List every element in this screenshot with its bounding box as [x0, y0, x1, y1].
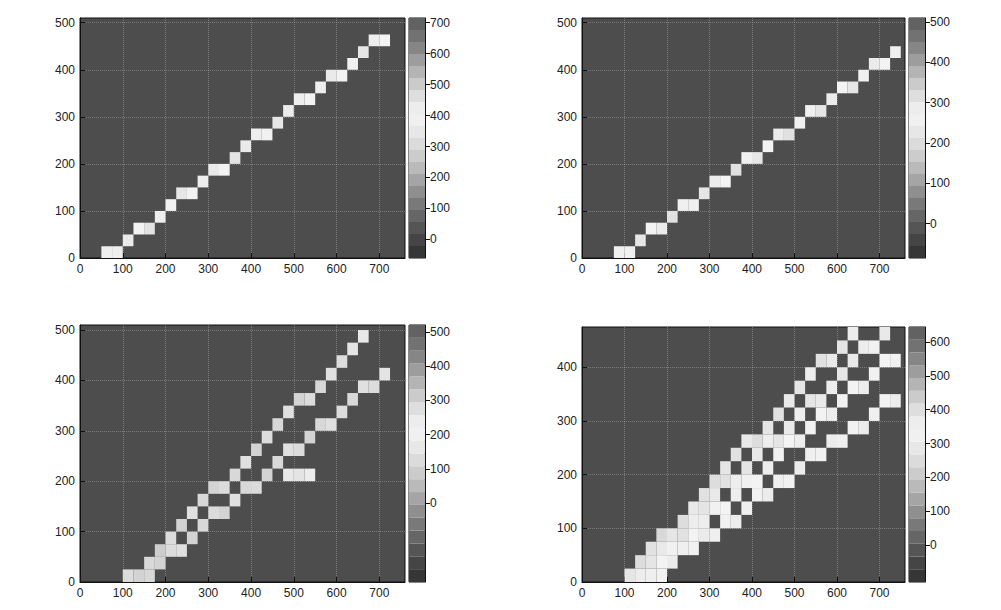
svg-text:400: 400	[557, 360, 577, 374]
svg-text:500: 500	[284, 586, 304, 600]
svg-text:400: 400	[241, 586, 261, 600]
svg-text:300: 300	[55, 110, 75, 124]
svg-text:100: 100	[557, 204, 577, 218]
svg-text:600: 600	[827, 586, 847, 600]
svg-text:500: 500	[430, 78, 450, 92]
svg-text:0: 0	[77, 262, 84, 276]
svg-text:500: 500	[784, 586, 804, 600]
svg-text:300: 300	[930, 437, 950, 451]
svg-text:400: 400	[430, 359, 450, 373]
svg-text:400: 400	[930, 403, 950, 417]
svg-text:200: 200	[557, 157, 577, 171]
svg-text:300: 300	[557, 110, 577, 124]
svg-text:500: 500	[55, 323, 75, 337]
svg-text:400: 400	[430, 109, 450, 123]
svg-text:100: 100	[930, 504, 950, 518]
svg-text:200: 200	[156, 586, 176, 600]
svg-text:600: 600	[327, 262, 347, 276]
svg-text:100: 100	[557, 521, 577, 535]
svg-text:500: 500	[784, 262, 804, 276]
svg-text:300: 300	[557, 414, 577, 428]
svg-text:100: 100	[113, 262, 133, 276]
svg-text:0: 0	[579, 262, 586, 276]
svg-text:100: 100	[614, 586, 634, 600]
svg-text:300: 300	[198, 586, 218, 600]
svg-text:300: 300	[198, 262, 218, 276]
svg-text:700: 700	[369, 586, 389, 600]
svg-text:500: 500	[284, 262, 304, 276]
svg-text:300: 300	[55, 424, 75, 438]
svg-text:100: 100	[430, 201, 450, 215]
svg-text:100: 100	[930, 176, 950, 190]
svg-text:0: 0	[68, 575, 75, 589]
svg-text:400: 400	[55, 373, 75, 387]
svg-text:100: 100	[430, 462, 450, 476]
svg-text:600: 600	[930, 335, 950, 349]
svg-text:300: 300	[430, 140, 450, 154]
svg-text:500: 500	[930, 15, 950, 29]
svg-text:100: 100	[55, 204, 75, 218]
svg-text:400: 400	[557, 63, 577, 77]
svg-text:0: 0	[68, 251, 75, 265]
svg-text:600: 600	[430, 47, 450, 61]
svg-text:700: 700	[430, 16, 450, 30]
svg-text:0: 0	[570, 251, 577, 265]
svg-text:500: 500	[557, 16, 577, 30]
svg-text:200: 200	[557, 468, 577, 482]
svg-text:400: 400	[241, 262, 261, 276]
svg-text:0: 0	[930, 538, 937, 552]
svg-text:200: 200	[55, 157, 75, 171]
svg-text:0: 0	[77, 586, 84, 600]
svg-text:200: 200	[430, 428, 450, 442]
svg-text:200: 200	[55, 474, 75, 488]
svg-text:0: 0	[930, 217, 937, 231]
svg-text:400: 400	[55, 63, 75, 77]
svg-text:200: 200	[930, 136, 950, 150]
svg-text:200: 200	[930, 470, 950, 484]
svg-text:600: 600	[827, 262, 847, 276]
svg-text:200: 200	[430, 170, 450, 184]
svg-text:500: 500	[930, 369, 950, 383]
svg-text:300: 300	[699, 586, 719, 600]
svg-text:300: 300	[699, 262, 719, 276]
svg-text:700: 700	[369, 262, 389, 276]
svg-text:600: 600	[327, 586, 347, 600]
svg-text:300: 300	[430, 393, 450, 407]
svg-text:0: 0	[430, 232, 437, 246]
svg-text:100: 100	[55, 525, 75, 539]
svg-text:700: 700	[869, 586, 889, 600]
svg-text:700: 700	[869, 262, 889, 276]
svg-text:100: 100	[113, 586, 133, 600]
svg-text:0: 0	[570, 575, 577, 589]
svg-text:500: 500	[430, 325, 450, 339]
svg-text:400: 400	[742, 586, 762, 600]
svg-text:0: 0	[430, 496, 437, 510]
svg-text:300: 300	[930, 96, 950, 110]
svg-text:200: 200	[657, 262, 677, 276]
svg-text:200: 200	[156, 262, 176, 276]
svg-text:0: 0	[579, 586, 586, 600]
svg-text:400: 400	[742, 262, 762, 276]
svg-text:200: 200	[657, 586, 677, 600]
svg-text:400: 400	[930, 55, 950, 69]
svg-text:500: 500	[55, 16, 75, 30]
svg-text:100: 100	[614, 262, 634, 276]
